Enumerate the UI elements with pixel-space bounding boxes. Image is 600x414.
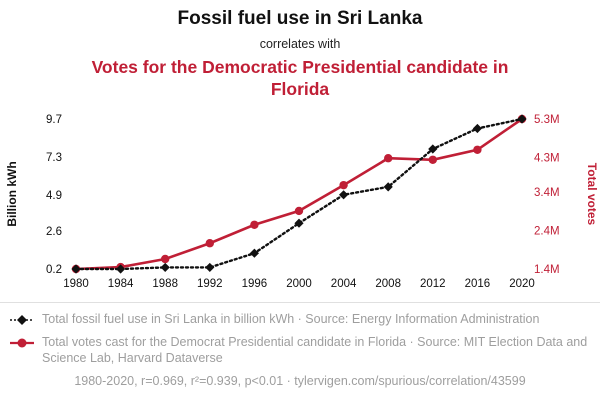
data-point-diamond [249,248,259,258]
left-axis-tick-label: 9.7 [46,114,62,126]
x-axis-tick-label: 2020 [509,278,535,290]
legend-label-fossil-fuel: Total fossil fuel use in Sri Lanka in bi… [42,311,540,326]
right-axis-tick-label: 2.4M [534,225,560,237]
right-axis-tick-label: 1.4M [534,264,560,276]
legend-label-votes: Total votes cast for the Democrat Presid… [42,335,588,366]
chart-area: 0.2 2.6 4.9 7.3 9.7 1.4M 2.4M 3.4M 4.3M 5.3M 1980 1… [0,103,600,300]
data-point-circle [428,155,437,164]
right-axis-tick-label: 5.3M [534,114,560,126]
right-axis-title: Total votes [585,163,599,226]
legend-item-votes: Total votes cast for the Democrat Presid… [10,334,590,367]
data-point-circle [294,206,304,215]
diamond-dotted-line-icon [10,314,34,325]
series-line-circle [75,117,523,271]
left-axis-tick-label: 7.3 [46,152,62,164]
series-line-diamond [74,117,524,270]
x-axis-tick-label: 1996 [242,278,268,290]
data-point-diamond [160,262,170,272]
right-axis-tick-label: 3.4M [534,187,560,199]
legend-item-fossil-fuel: Total fossil fuel use in Sri Lanka in bi… [10,311,590,327]
data-point-diamond [205,262,215,272]
data-point-diamond [339,189,349,200]
x-axis-tick-label: 1984 [108,278,134,290]
data-point-circle [250,220,259,229]
data-point-diamond [383,182,393,192]
left-axis-title: Billion kWh [5,161,19,226]
data-point-circle [205,238,214,248]
data-point-diamond [428,144,438,154]
data-point-circle [473,145,482,154]
right-axis-tick-label: 4.3M [534,152,560,164]
data-point-diamond [472,123,482,133]
x-axis-tick-label: 2008 [375,278,401,290]
left-axis-tick-label: 2.6 [46,226,62,238]
x-axis-tick-label: 1980 [63,278,89,290]
left-axis-tick-label: 4.9 [46,190,62,202]
circle-solid-line-icon [10,338,34,348]
x-axis-tick-label: 2000 [286,278,312,290]
data-point-circle [339,180,348,190]
data-point-circle [384,153,393,163]
x-axis-tick-label: 1992 [197,278,223,290]
x-axis-tick-label: 2004 [331,278,357,290]
divider [0,301,600,303]
correlation-line-chart: 0.2 2.6 4.9 7.3 9.7 1.4M 2.4M 3.4M 4.3M 5.3M 1980 1… [5,114,599,290]
left-axis-tick-label: 0.2 [46,264,62,276]
legend: Total fossil fuel use in Sri Lanka in bi… [0,311,600,367]
chart-subtitle: correlates with [259,37,341,51]
x-axis-tick-label: 1988 [152,278,178,290]
data-point-diamond [116,264,126,274]
chart-title: Fossil fuel use in Sri Lanka [177,8,423,29]
x-axis-tick-label: 2012 [420,278,446,290]
data-point-diamond [294,218,304,228]
x-axis-tick-label: 2016 [465,278,491,290]
data-point-diamond [71,264,81,274]
footer-stats: 1980-2020, r=0.969, r²=0.939, p<0.01 · t… [74,373,526,388]
data-point-circle [161,254,170,263]
chart-title-secondary: Votes for the Democratic Presidential ca… [91,57,509,99]
